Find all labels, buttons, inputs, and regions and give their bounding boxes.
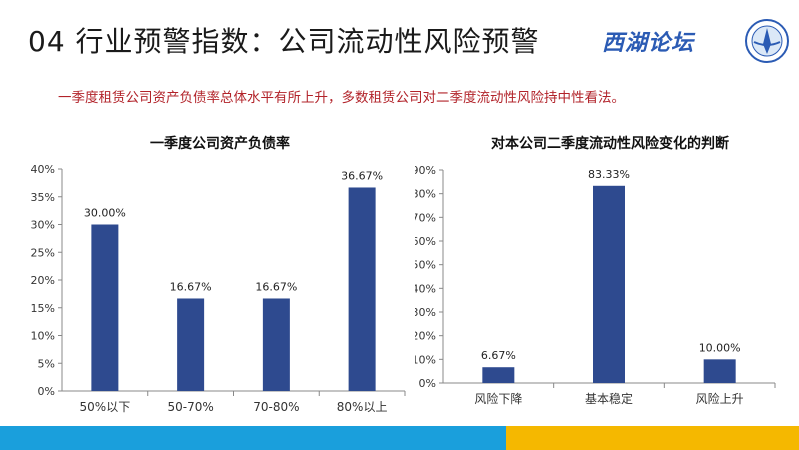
x-tick-label: 基本稳定: [585, 391, 633, 406]
bar-value-label: 16.67%: [170, 280, 212, 293]
chart-title: 对本公司二季度流动性风险变化的判断: [491, 135, 729, 152]
bar: [482, 367, 515, 383]
bar-value-label: 16.67%: [255, 280, 297, 293]
page-title: 04 行业预警指数：公司流动性风险预警: [28, 25, 540, 58]
x-tick-label: 70-80%: [253, 400, 299, 414]
footer-bar-yellow: [506, 426, 799, 450]
y-tick-label: 90%: [415, 164, 436, 177]
chart-liquidity-risk: 对本公司二季度流动性风险变化的判断 0% 10% 20% 30% 40% 50% 60% 70%…: [412, 128, 795, 428]
y-tick-label: 30%: [31, 219, 55, 232]
chart-title: 一季度公司资产负债率: [150, 135, 290, 152]
y-tick-label: 60%: [415, 235, 436, 248]
bar: [91, 224, 119, 391]
y-tick-label: 5%: [38, 357, 55, 370]
y-tick-label: 0%: [38, 385, 55, 398]
bar-value-label: 30.00%: [84, 207, 126, 220]
x-tick-label: 风险上升: [696, 391, 744, 406]
page-subtitle: 一季度租赁公司资产负债率总体水平有所上升，多数租赁公司对二季度流动性风险持中性看…: [58, 90, 625, 106]
logo-text: 西湖论坛: [602, 30, 695, 56]
bar-value-label: 10.00%: [699, 341, 741, 354]
x-tick-label: 风险下降: [474, 391, 522, 406]
bar-value-label: 83.33%: [588, 168, 630, 181]
y-tick-label: 40%: [415, 282, 436, 295]
chart-debt-ratio-svg: 一季度公司资产负债率 0% 5% 10% 15% 20% 25% 30% 35% 40% 30.00…: [31, 135, 406, 414]
bar: [177, 298, 205, 391]
x-tick-label: 50-70%: [167, 400, 213, 414]
y-tick-label: 30%: [415, 306, 436, 319]
x-tick-label: 50%以下: [80, 400, 131, 414]
bar: [262, 298, 290, 391]
y-tick-label: 40%: [31, 163, 55, 176]
y-tick-label: 50%: [415, 259, 436, 272]
y-tick-label: 35%: [31, 191, 55, 204]
y-tick-label: 70%: [415, 211, 436, 224]
chart-debt-ratio: 一季度公司资产负债率 0% 5% 10% 15% 20% 25% 30% 35% 40% 30.00…: [20, 128, 410, 428]
bar-value-label: 6.67%: [481, 349, 516, 362]
chart-liquidity-risk-svg: 对本公司二季度流动性风险变化的判断 0% 10% 20% 30% 40% 50% 60% 70%…: [412, 135, 776, 406]
y-tick-label: 0%: [419, 377, 436, 390]
x-tick-label: 80%以上: [337, 400, 388, 414]
y-tick-label: 25%: [31, 246, 55, 259]
y-tick-label: 15%: [31, 302, 55, 315]
y-tick-label: 20%: [415, 330, 436, 343]
bar: [703, 359, 736, 383]
bar: [348, 187, 376, 391]
bar: [593, 185, 625, 383]
bar-value-label: 36.67%: [341, 169, 383, 182]
footer-bar-blue: [0, 426, 506, 450]
y-tick-label: 20%: [31, 274, 55, 287]
y-tick-label: 10%: [31, 330, 55, 343]
y-tick-label: 10%: [415, 353, 436, 366]
y-tick-label: 80%: [415, 188, 436, 201]
emblem-icon: [745, 19, 789, 63]
logo: 西湖论坛: [594, 18, 794, 64]
